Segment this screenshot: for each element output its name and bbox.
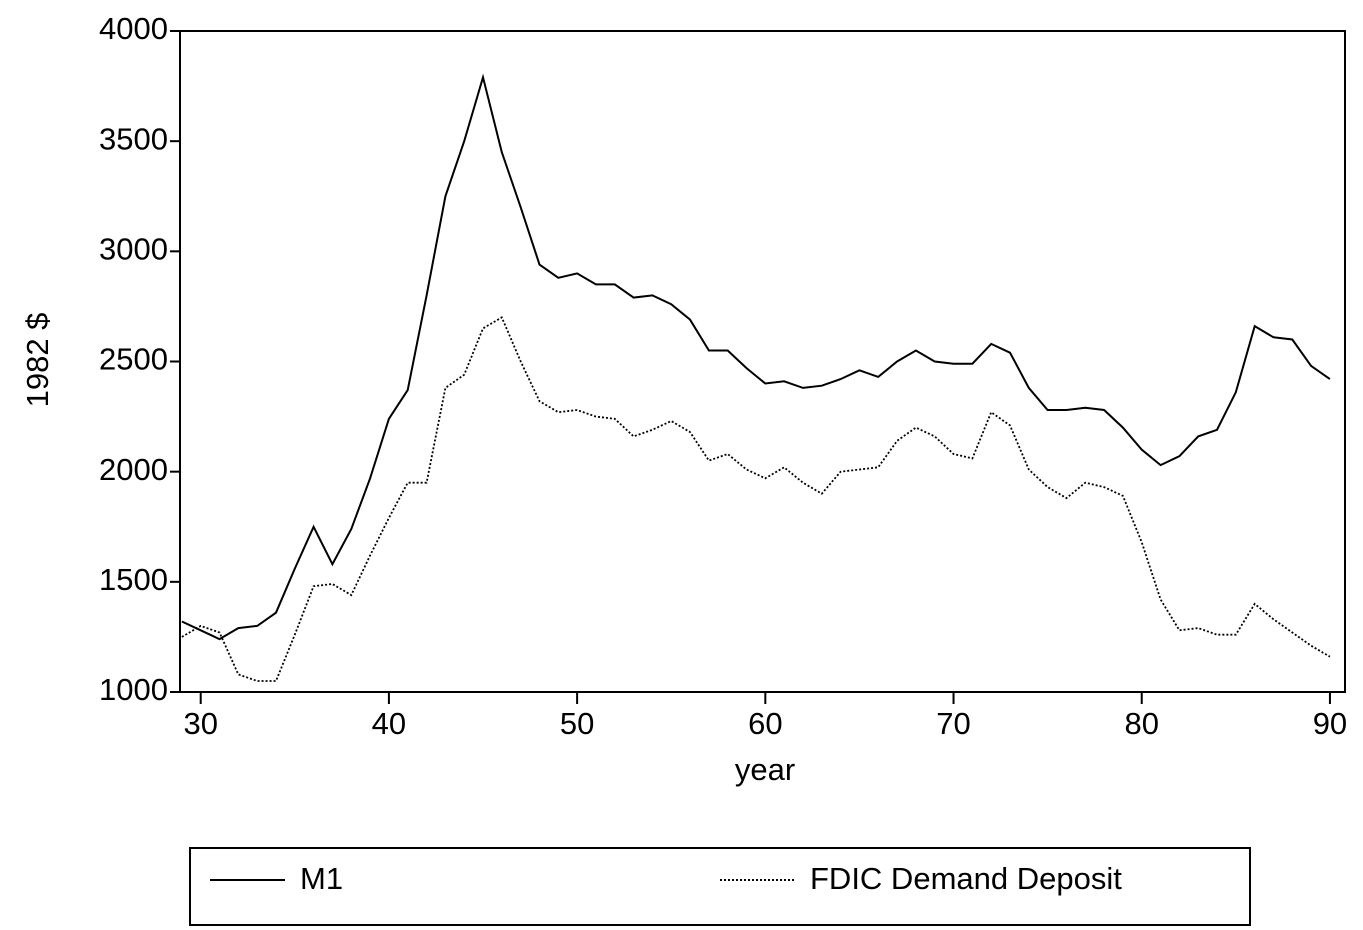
legend-label: FDIC Demand Deposit xyxy=(810,861,1122,896)
y-tick-label: 3500 xyxy=(99,121,168,156)
y-tick-label: 2500 xyxy=(99,342,168,377)
series-line xyxy=(181,73,1331,641)
y-tick-label: 4000 xyxy=(99,11,168,46)
x-tick-label: 50 xyxy=(560,706,594,741)
x-tick-label: 60 xyxy=(748,706,782,741)
x-axis-label: year xyxy=(735,752,795,787)
y-tick-label: 1500 xyxy=(99,562,168,597)
y-axis-label: 1982 $ xyxy=(20,313,55,408)
y-tick-label: 3000 xyxy=(99,232,168,267)
series-line xyxy=(181,316,1331,682)
legend-label: M1 xyxy=(300,861,343,896)
x-tick-label: 30 xyxy=(183,706,217,741)
x-tick-label: 70 xyxy=(936,706,970,741)
x-tick-label: 90 xyxy=(1313,706,1347,741)
x-tick-label: 80 xyxy=(1124,706,1158,741)
legend-box xyxy=(189,847,1251,926)
plot-frame xyxy=(179,30,1346,693)
x-tick-label: 40 xyxy=(372,706,406,741)
y-tick-label: 1000 xyxy=(99,672,168,707)
y-tick-label: 2000 xyxy=(99,452,168,487)
